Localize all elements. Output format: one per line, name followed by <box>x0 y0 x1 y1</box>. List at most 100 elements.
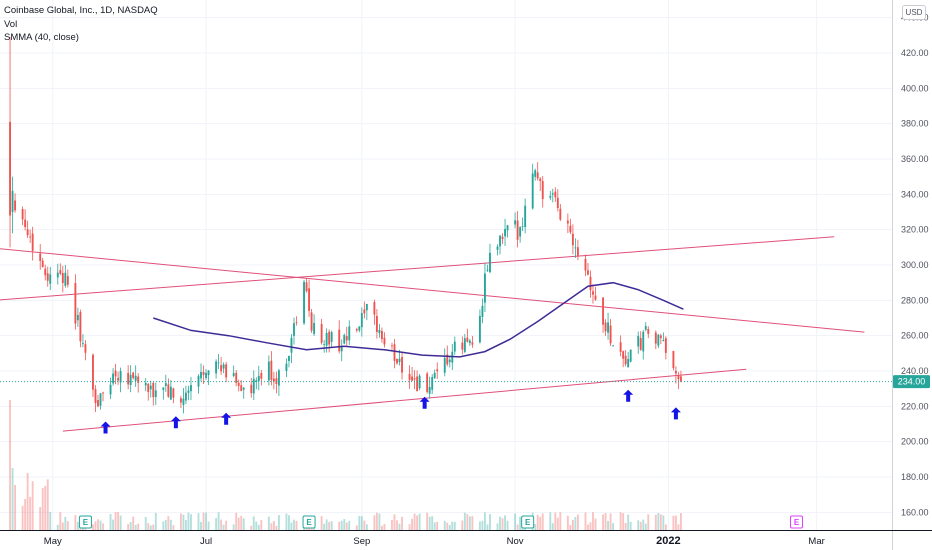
candle-body <box>74 283 77 324</box>
volume-bar <box>242 518 245 530</box>
smma-line <box>153 281 684 358</box>
trendline[interactable] <box>0 236 835 302</box>
candle-body <box>501 236 504 240</box>
volume-bar <box>391 519 393 530</box>
arrow-up-icon[interactable] <box>221 412 232 425</box>
earnings-event-marker[interactable]: E <box>78 515 92 529</box>
smma-indicator-label[interactable]: SMMA (40, close) <box>4 32 79 43</box>
candle-body <box>380 331 383 340</box>
candle-body <box>97 400 99 407</box>
volume-bar <box>443 520 446 530</box>
volume-bar <box>117 512 120 530</box>
trendline[interactable] <box>0 246 865 333</box>
candle-body <box>612 345 615 347</box>
candle-body <box>622 351 625 359</box>
candle-body <box>358 326 361 331</box>
candle-body <box>466 337 469 342</box>
vol-indicator-label[interactable]: Vol <box>4 18 18 30</box>
volume-bar <box>31 481 34 530</box>
volume-bar <box>664 524 667 530</box>
volume-bar <box>169 519 172 530</box>
candle-body <box>137 376 140 383</box>
volume-bar <box>602 514 604 530</box>
volume-bar <box>534 523 537 530</box>
candle-body <box>235 372 238 383</box>
y-tick-label: 260.00 <box>901 331 929 341</box>
currency-button[interactable]: USD <box>902 5 926 20</box>
arrow-up-icon[interactable] <box>100 421 111 434</box>
earnings-event-marker[interactable]: E <box>521 515 535 529</box>
candle-body <box>531 173 534 209</box>
volume-bar <box>197 513 200 530</box>
last-price-tag[interactable] <box>893 375 930 389</box>
symbol-title[interactable]: Coinbase Global, Inc., 1D, NASDAQ <box>4 5 158 16</box>
volume-bar <box>76 521 79 530</box>
volume-bar <box>343 519 346 530</box>
candle-body <box>355 329 358 331</box>
volume-bar <box>489 514 491 530</box>
trendlines[interactable] <box>0 236 865 432</box>
candle-body <box>587 270 589 275</box>
arrow-up-icon[interactable] <box>419 396 430 409</box>
volume-bar <box>604 513 607 530</box>
volume-bar <box>576 514 579 530</box>
candle-body <box>360 313 363 328</box>
earnings-label: E <box>794 518 800 527</box>
volume-bar <box>569 525 572 530</box>
candle-body <box>252 378 255 394</box>
candle-body <box>190 385 192 392</box>
volume-bar <box>451 521 454 530</box>
candle-body <box>481 305 484 317</box>
candle-body <box>602 297 604 325</box>
arrow-up-icon[interactable] <box>623 389 634 402</box>
volume-bars <box>9 400 682 530</box>
volume-bar <box>355 525 358 530</box>
volume-bar <box>426 512 429 530</box>
earnings-event-marker[interactable]: E <box>790 515 804 529</box>
candle-body <box>584 258 587 271</box>
volume-bar <box>267 516 270 530</box>
candle-body <box>167 384 170 397</box>
volume-bar <box>674 515 677 530</box>
candle-body <box>215 361 218 374</box>
volume-bar <box>164 520 167 530</box>
volume-bar <box>657 512 660 530</box>
candle-body <box>200 371 202 379</box>
candle-body <box>320 323 323 343</box>
candle-body <box>275 378 278 384</box>
volume-bar <box>637 520 640 530</box>
candle-body <box>489 252 491 273</box>
candle-body <box>642 331 645 352</box>
candle-body <box>64 272 67 286</box>
volume-bar <box>127 523 130 530</box>
candle-body <box>172 388 175 398</box>
volume-bar <box>61 522 64 530</box>
earnings-event-marker[interactable]: E <box>302 515 316 529</box>
arrow-up-icon[interactable] <box>170 416 181 429</box>
volume-bar <box>408 524 411 530</box>
volume-bar <box>237 517 240 530</box>
candle-body <box>659 335 662 339</box>
volume-bar <box>654 514 657 530</box>
x-tick-label: Jul <box>200 536 212 547</box>
volume-bar <box>536 514 539 530</box>
candle-body <box>539 178 542 182</box>
candle-body <box>478 315 481 343</box>
volume-bar <box>114 512 117 530</box>
candle-body <box>541 181 544 200</box>
trendline[interactable] <box>62 368 747 432</box>
volume-bar <box>217 512 220 530</box>
arrow-up-icon[interactable] <box>670 407 681 420</box>
arrow-markers[interactable] <box>100 389 681 434</box>
volume-bar <box>235 512 238 530</box>
candle-body <box>255 380 258 383</box>
candle-body <box>92 354 94 390</box>
volume-bar <box>431 516 434 530</box>
candle-body <box>398 358 401 363</box>
volume-bar <box>365 524 368 530</box>
candle-body <box>147 384 150 393</box>
candle-body <box>348 326 351 341</box>
candle-body <box>413 378 416 380</box>
